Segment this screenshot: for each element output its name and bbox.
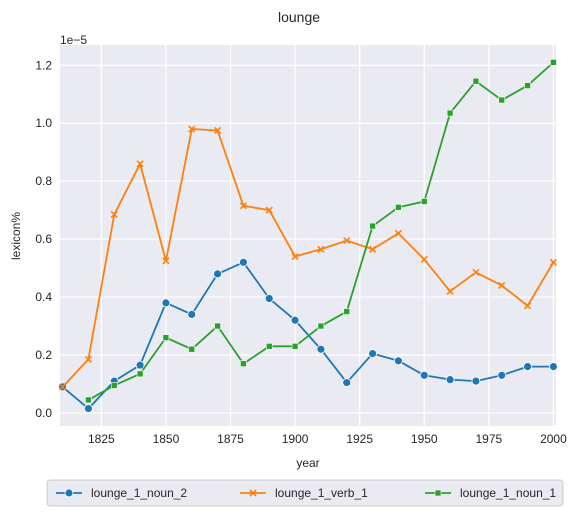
- data-point: [420, 255, 428, 263]
- data-point: [239, 257, 248, 267]
- data-point: [188, 345, 196, 353]
- data-point: [550, 59, 557, 66]
- data-point: [240, 360, 247, 368]
- legend-swatch-marker: [64, 488, 74, 498]
- y-tick-label: 0.4: [35, 290, 52, 304]
- legend-item: lounge_1_verb_1: [240, 486, 368, 500]
- data-point: [498, 281, 506, 290]
- data-point: [317, 322, 325, 330]
- data-point: [110, 210, 118, 219]
- x-tick-label: 2000: [540, 432, 567, 446]
- legend: lounge_1_noun_2 lounge_1_verb_1 lounge_1_n…: [46, 479, 564, 507]
- data-point: [342, 378, 352, 387]
- data-point: [419, 370, 429, 380]
- legend-box: [46, 479, 564, 507]
- data-point: [472, 77, 480, 85]
- y-axis-multiplier: 1e−5: [60, 33, 87, 47]
- legend-item: lounge_1_noun_2: [56, 486, 187, 500]
- data-point: [162, 334, 170, 341]
- data-point: [446, 287, 454, 295]
- series-layer: [58, 59, 558, 414]
- legend-swatch-marker: [434, 489, 442, 497]
- data-point: [110, 382, 118, 389]
- series-lounge_1_noun_1: [85, 59, 557, 404]
- data-point: [369, 245, 377, 253]
- y-tick-label: 0.2: [35, 348, 52, 362]
- series-line: [61, 128, 555, 388]
- data-point: [214, 126, 222, 135]
- data-point: [161, 298, 171, 308]
- data-point: [213, 269, 222, 279]
- data-point: [368, 349, 377, 358]
- data-point: [316, 344, 326, 354]
- x-tick-label: 1925: [346, 432, 373, 446]
- data-point: [394, 356, 403, 366]
- data-point: [343, 308, 351, 315]
- series-lounge_1_verb_1: [59, 125, 557, 391]
- data-point: [136, 370, 144, 378]
- legend-label: lounge_1_verb_1: [275, 486, 368, 500]
- data-point: [498, 96, 506, 104]
- data-point: [265, 206, 273, 214]
- x-tick-label: 1950: [411, 432, 438, 446]
- data-point: [445, 375, 455, 385]
- x-axis-title: year: [296, 456, 319, 470]
- data-point: [524, 302, 532, 310]
- data-point: [239, 202, 247, 210]
- data-point: [446, 109, 454, 117]
- data-point: [187, 310, 197, 319]
- legend-item: lounge_1_noun_1: [425, 486, 556, 500]
- data-point: [84, 404, 93, 414]
- series-lounge_1_noun_2: [58, 257, 558, 414]
- data-point: [290, 315, 300, 325]
- data-point: [59, 383, 67, 391]
- y-axis-ticks: 0.0 0.2 0.4 0.6 0.8 1.0 1.2: [35, 58, 52, 420]
- y-tick-label: 1.0: [35, 116, 52, 130]
- y-axis-title: lexicon%: [9, 212, 23, 260]
- data-point: [214, 322, 221, 330]
- data-point: [343, 237, 351, 245]
- data-point: [472, 268, 480, 277]
- x-tick-label: 1975: [475, 432, 502, 446]
- data-point: [85, 396, 92, 404]
- data-point: [188, 125, 196, 133]
- data-point: [265, 343, 273, 350]
- data-point: [395, 203, 402, 211]
- legend-label: lounge_1_noun_2: [91, 486, 187, 500]
- grid-lines: [60, 45, 556, 426]
- data-point: [291, 343, 299, 350]
- y-tick-label: 0.0: [35, 406, 52, 420]
- data-point: [135, 360, 145, 370]
- data-point: [264, 294, 274, 303]
- data-point: [420, 198, 428, 205]
- x-tick-label: 1850: [153, 432, 180, 446]
- data-point: [394, 229, 402, 237]
- y-tick-label: 1.2: [35, 58, 52, 72]
- x-axis-ticks: 1825 1850 1875 1900 1925 1950 1975 2000: [88, 432, 567, 446]
- legend-swatch-marker: [249, 489, 257, 497]
- data-point: [497, 370, 507, 380]
- data-point: [84, 355, 92, 363]
- data-point: [291, 252, 299, 261]
- chart-title: lounge: [278, 9, 320, 25]
- y-tick-label: 0.6: [35, 232, 52, 246]
- data-point: [471, 376, 481, 386]
- data-point: [317, 245, 325, 253]
- x-tick-label: 1825: [88, 432, 115, 446]
- data-point: [162, 257, 170, 265]
- x-tick-label: 1875: [217, 432, 244, 446]
- data-point: [523, 362, 532, 372]
- data-point: [524, 82, 531, 89]
- legend-label: lounge_1_noun_1: [460, 486, 556, 500]
- x-tick-label: 1900: [282, 432, 309, 446]
- data-point: [549, 258, 557, 266]
- data-point: [136, 160, 144, 168]
- data-point: [369, 222, 376, 230]
- y-tick-label: 0.8: [35, 174, 52, 188]
- data-point: [549, 362, 558, 372]
